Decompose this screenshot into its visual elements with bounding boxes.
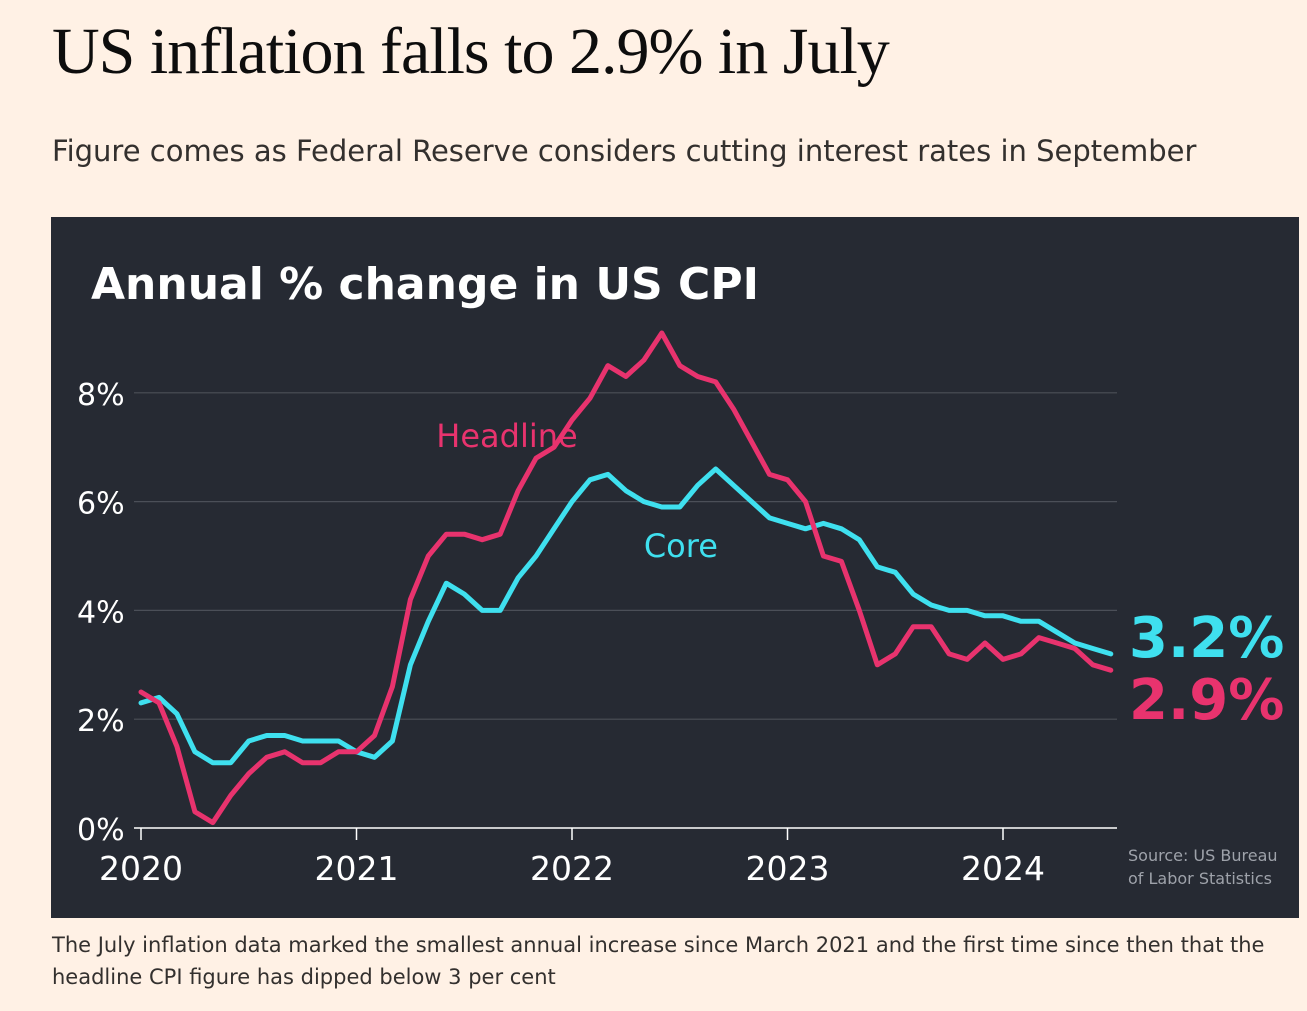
source-line-1: Source: US Bureau (1128, 846, 1278, 865)
y-tick-label: 8% (77, 378, 125, 413)
source-line-2: of Labor Statistics (1128, 869, 1272, 888)
x-tick-label: 2024 (961, 849, 1045, 888)
y-tick-label: 4% (77, 595, 125, 630)
caption: The July inflation data marked the small… (52, 933, 1265, 989)
chart-panel: Annual % change in US CPI 0% 2% 4% 6% 8% 202… (51, 217, 1299, 918)
series-label-headline: Headline (436, 417, 577, 455)
chart-title: Annual % change in US CPI (91, 259, 759, 310)
standfirst: Figure comes as Federal Reserve consider… (52, 134, 1197, 168)
x-tick-label: 2021 (315, 849, 399, 888)
y-tick-label: 2% (77, 704, 125, 739)
x-tick-label: 2023 (746, 849, 830, 888)
series-line-headline (138, 330, 1114, 826)
y-tick-label: 0% (77, 813, 125, 848)
series-line-core (138, 466, 1114, 766)
x-tick-label: 2020 (99, 849, 183, 888)
line-chart: Annual % change in US CPI 0% 2% 4% 6% 8% 202… (77, 259, 1284, 888)
x-tick-label: 2022 (530, 849, 614, 888)
y-tick-label: 6% (77, 487, 125, 522)
headline: US inflation falls to 2.9% in July (52, 15, 890, 88)
series-label-core: Core (644, 527, 718, 565)
end-label-core: 3.2% (1129, 606, 1284, 671)
end-label-headline: 2.9% (1129, 668, 1284, 733)
